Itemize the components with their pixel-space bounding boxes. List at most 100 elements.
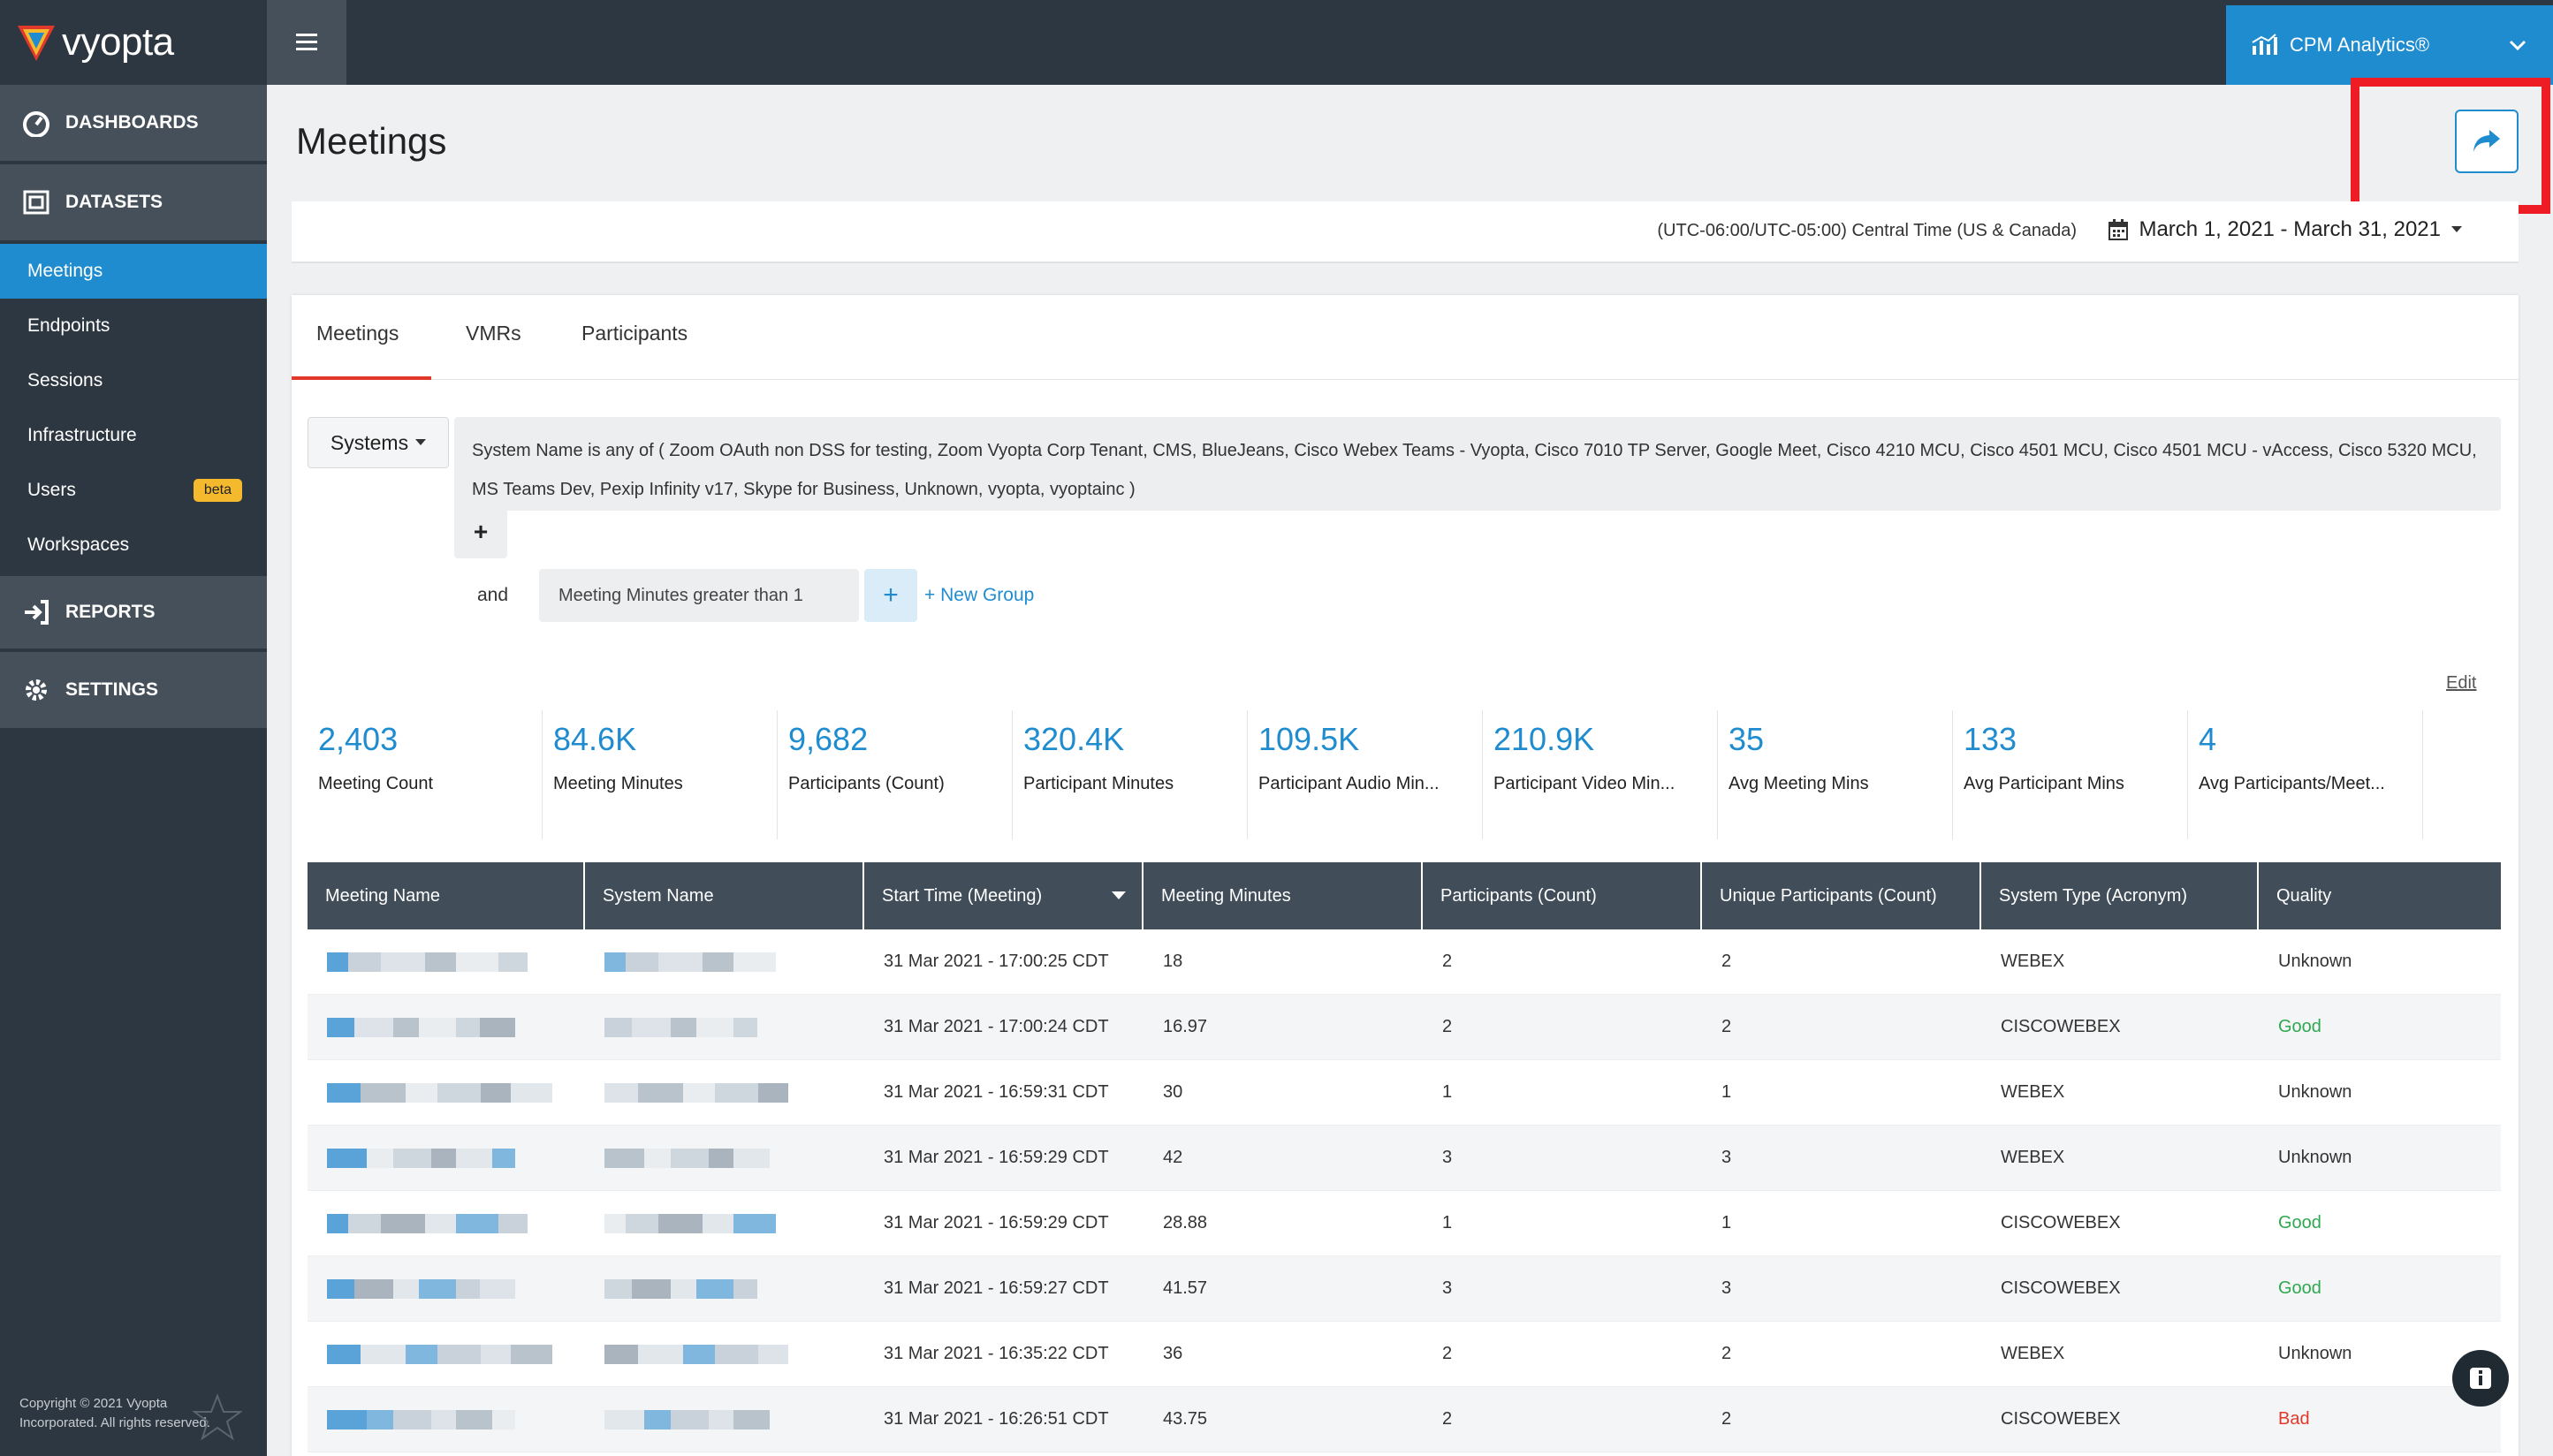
cell-quality: Unknown xyxy=(2278,952,2352,971)
info-button[interactable] xyxy=(2452,1350,2509,1407)
new-group-link[interactable]: + New Group xyxy=(924,585,1035,605)
cell-start: 31 Mar 2021 - 17:00:24 CDT xyxy=(884,1017,1109,1036)
col-participants-count[interactable]: Participants (Count) xyxy=(1423,862,1702,929)
cell-quality: Unknown xyxy=(2278,1344,2352,1363)
cell-type: WEBEX xyxy=(2001,952,2065,971)
table-row[interactable]: 31 Mar 2021 - 16:59:27 CDT 41.57 3 3 CISCOWE… xyxy=(308,1256,2501,1322)
chart-icon xyxy=(2252,34,2277,55)
tab-meetings[interactable]: Meetings xyxy=(316,322,399,345)
edit-kpis-link[interactable]: Edit xyxy=(2446,673,2477,693)
sidebar-item-endpoints[interactable]: Endpoints xyxy=(0,299,267,353)
redacted-text-block xyxy=(327,1344,585,1364)
share-button[interactable] xyxy=(2455,110,2519,173)
sidebar-item-users[interactable]: Users beta xyxy=(0,463,267,518)
dataset-card: Meetings VMRs Participants Systems Syste… xyxy=(292,295,2519,1456)
star-icon xyxy=(193,1393,242,1441)
redacted-pixel-block xyxy=(393,1148,431,1168)
systems-dropdown[interactable]: Systems xyxy=(308,417,449,468)
sidebar-item-workspaces[interactable]: Workspaces xyxy=(0,518,267,573)
redacted-text-block xyxy=(327,952,585,972)
brand-name: vyopta xyxy=(62,20,174,64)
tab-vmrs[interactable]: VMRs xyxy=(466,322,521,345)
sidebar-item-meetings[interactable]: Meetings xyxy=(0,244,267,299)
kpi-avg-meeting-mins[interactable]: 35 Avg Meeting Mins xyxy=(1718,710,1953,839)
table-body: 31 Mar 2021 - 17:00:25 CDT 18 2 2 WEBEX Unkno… xyxy=(308,929,2501,1452)
kpi-video-minutes[interactable]: 210.9K Participant Video Min... xyxy=(1483,710,1718,839)
redacted-pixel-block xyxy=(480,1278,515,1299)
kpi-audio-minutes[interactable]: 109.5K Participant Audio Min... xyxy=(1248,710,1483,839)
col-start-time[interactable]: Start Time (Meeting) xyxy=(864,862,1144,929)
redacted-pixel-block xyxy=(733,1278,757,1299)
table-row[interactable]: 31 Mar 2021 - 16:35:22 CDT 36 2 2 WEBEX Unkno… xyxy=(308,1322,2501,1387)
kpi-label: Avg Participant Mins xyxy=(1964,774,2124,793)
col-meeting-name[interactable]: Meeting Name xyxy=(308,862,585,929)
product-switcher[interactable]: CPM Analytics® xyxy=(2226,5,2553,85)
tab-bar: Meetings VMRs Participants xyxy=(292,295,2519,380)
cell-start: 31 Mar 2021 - 16:35:22 CDT xyxy=(884,1344,1109,1363)
table-row[interactable]: 31 Mar 2021 - 17:00:25 CDT 18 2 2 WEBEX Unkno… xyxy=(308,929,2501,995)
caret-down-icon xyxy=(2451,226,2462,232)
logo[interactable]: vyopta xyxy=(0,0,267,85)
cell-participants: 3 xyxy=(1442,1278,1453,1298)
add-condition-button[interactable]: + xyxy=(454,505,507,558)
cell-start: 31 Mar 2021 - 16:59:31 CDT xyxy=(884,1082,1109,1102)
kpi-label: Participant Audio Min... xyxy=(1258,774,1440,793)
sidebar-item-label: Sessions xyxy=(27,370,103,391)
redacted-pixel-block xyxy=(361,1344,406,1364)
sidebar-item-infrastructure[interactable]: Infrastructure xyxy=(0,408,267,463)
reports-icon xyxy=(21,597,51,627)
filter-condition-minutes[interactable]: Meeting Minutes greater than 1 xyxy=(539,569,859,622)
cell-start: 31 Mar 2021 - 16:59:29 CDT xyxy=(884,1148,1109,1167)
filter-condition[interactable]: System Name is any of ( Zoom OAuth non D… xyxy=(454,417,2501,511)
nav-settings[interactable]: SETTINGS xyxy=(0,652,267,732)
date-range-picker[interactable]: March 1, 2021 - March 31, 2021 xyxy=(2109,217,2462,242)
kpi-meeting-count[interactable]: 2,403 Meeting Count xyxy=(308,710,543,839)
kpi-avg-participants-per-meeting[interactable]: 4 Avg Participants/Meet... xyxy=(2188,710,2423,839)
redacted-pixel-block xyxy=(671,1148,709,1168)
col-quality[interactable]: Quality xyxy=(2276,885,2332,906)
redacted-meeting-name xyxy=(308,952,585,972)
cell-unique: 2 xyxy=(1721,1409,1732,1429)
col-system-name[interactable]: System Name xyxy=(585,862,864,929)
redacted-pixel-block xyxy=(644,1148,671,1168)
cell-quality: Bad xyxy=(2278,1409,2310,1429)
redacted-pixel-block xyxy=(733,1213,776,1233)
nav-datasets[interactable]: DATASETS xyxy=(0,164,267,244)
redacted-text-block xyxy=(604,952,864,972)
tab-participants[interactable]: Participants xyxy=(581,322,688,345)
redacted-system-name xyxy=(585,1213,864,1233)
cell-type: WEBEX xyxy=(2001,1148,2065,1167)
nav-dashboards[interactable]: DASHBOARDS xyxy=(0,85,267,164)
table-row[interactable]: 31 Mar 2021 - 17:00:24 CDT 16.97 2 2 CISCOWE… xyxy=(308,995,2501,1060)
cell-quality: Unknown xyxy=(2278,1082,2352,1102)
cell-participants: 2 xyxy=(1442,1017,1453,1036)
table-row[interactable]: 31 Mar 2021 - 16:26:51 CDT 43.75 2 2 CISCOWE… xyxy=(308,1387,2501,1452)
table-row[interactable]: 31 Mar 2021 - 16:59:29 CDT 42 3 3 WEBEX Unkno… xyxy=(308,1126,2501,1191)
kpi-label: Participants (Count) xyxy=(788,774,945,793)
kpi-participant-minutes[interactable]: 320.4K Participant Minutes xyxy=(1013,710,1248,839)
col-system-type[interactable]: System Type (Acronym) xyxy=(1981,862,2259,929)
cell-unique: 1 xyxy=(1721,1082,1732,1102)
cell-type: CISCOWEBEX xyxy=(2001,1409,2121,1429)
kpi-avg-participant-mins[interactable]: 133 Avg Participant Mins xyxy=(1953,710,2188,839)
table-row[interactable]: 31 Mar 2021 - 16:59:31 CDT 30 1 1 WEBEX Unkno… xyxy=(308,1060,2501,1126)
sidebar-item-sessions[interactable]: Sessions xyxy=(0,353,267,408)
kpi-label: Meeting Count xyxy=(318,774,434,793)
kpi-participants-count[interactable]: 9,682 Participants (Count) xyxy=(778,710,1013,839)
cell-participants: 2 xyxy=(1442,952,1453,971)
nav-reports-label: REPORTS xyxy=(65,602,156,622)
menu-toggle-button[interactable] xyxy=(267,0,346,85)
redacted-pixel-block xyxy=(327,1017,354,1037)
redacted-pixel-block xyxy=(626,952,658,972)
table-row[interactable]: 31 Mar 2021 - 16:59:29 CDT 28.88 1 1 CISCOWE… xyxy=(308,1191,2501,1256)
col-unique-participants[interactable]: Unique Participants (Count) xyxy=(1702,862,1981,929)
add-filter-button[interactable]: + xyxy=(864,569,917,622)
chevron-down-icon xyxy=(2509,40,2526,50)
nav-settings-label: SETTINGS xyxy=(65,679,159,700)
kpi-meeting-minutes[interactable]: 84.6K Meeting Minutes xyxy=(543,710,778,839)
redacted-text-block xyxy=(327,1278,585,1299)
highlight-box xyxy=(2351,78,2550,214)
col-meeting-minutes[interactable]: Meeting Minutes xyxy=(1144,862,1423,929)
nav-reports[interactable]: REPORTS xyxy=(0,573,267,652)
redacted-text-block xyxy=(604,1344,864,1364)
